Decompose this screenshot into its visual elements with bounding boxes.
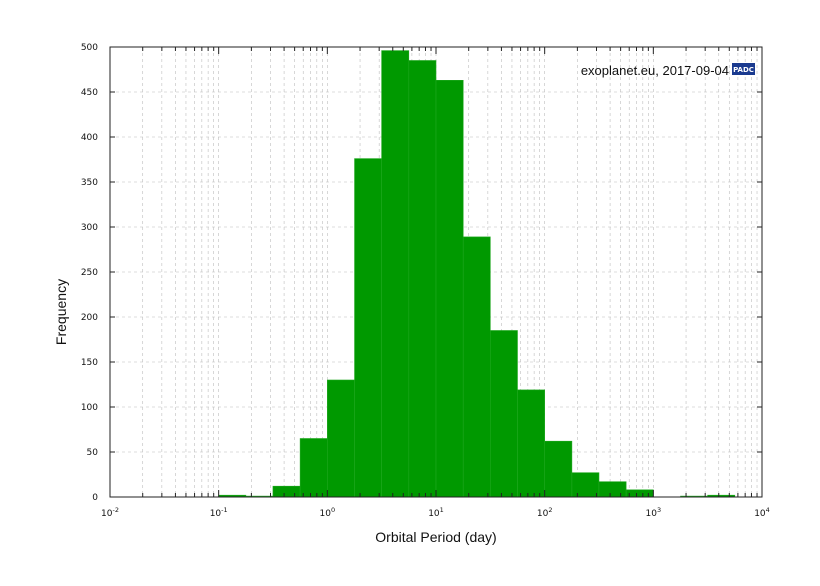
y-axis-label: Frequency [53,279,69,345]
y-tick-label: 50 [87,448,99,458]
y-tick-label: 150 [81,358,98,368]
x-tick-label: 104 [754,506,770,519]
y-tick-labels: 0 50 100 150 200 250 300 350 400 450 500 [81,43,98,503]
padc-logo-text: PADC [733,66,754,74]
histogram-bar [354,158,382,498]
histogram-bar [571,472,600,498]
y-tick-label: 250 [81,268,98,278]
histogram-bar [544,440,573,498]
histogram-bar [435,80,464,498]
source-date-annotation: exoplanet.eu, 2017-09-04 [581,63,729,78]
y-tick-label: 100 [81,403,98,413]
x-axis-label: Orbital Period (day) [375,529,496,545]
y-tick-label: 350 [81,178,98,188]
y-tick-label: 450 [81,88,98,98]
y-tick-label: 500 [81,43,98,53]
x-tick-label: 101 [428,506,444,519]
histogram-bar [625,489,654,498]
x-tick-label: 102 [537,506,553,519]
x-tick-label: 100 [320,506,336,519]
x-tick-label: 10-2 [101,506,119,519]
histogram-bar [598,481,627,498]
histogram-bar [489,330,518,498]
histogram-bar [327,379,355,498]
histogram-bar [462,236,491,498]
histogram-bar [408,60,437,498]
x-tick-labels: 10-2 10-1 100 101 102 103 104 [101,506,770,519]
histogram-bar [517,389,545,498]
histogram-bars [218,50,736,498]
x-tick-label: 10-1 [210,506,228,519]
y-tick-label: 200 [81,313,98,323]
x-tick-label: 103 [646,506,662,519]
padc-logo: PADC [732,63,755,75]
axis-ticks [109,46,763,498]
histogram-bar [381,50,410,498]
histogram-bar [299,438,328,498]
y-tick-label: 400 [81,133,98,143]
y-tick-label: 0 [92,493,98,503]
histogram-bar [272,485,301,498]
padc-logo-badge [732,63,755,75]
y-tick-label: 300 [81,223,98,233]
